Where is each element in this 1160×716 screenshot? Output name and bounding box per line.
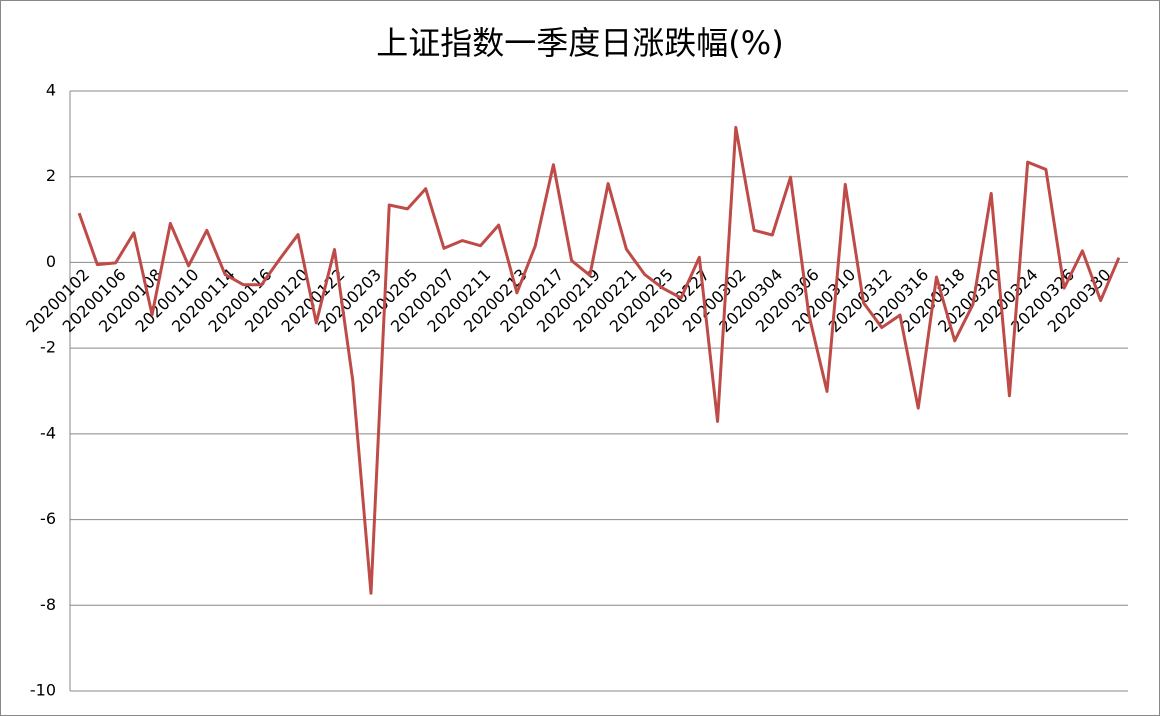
y-tick-label: 0	[46, 252, 56, 271]
y-tick-label: 4	[46, 81, 56, 100]
chart-title: 上证指数一季度日涨跌幅(%)	[376, 24, 783, 62]
y-tick-label: -4	[40, 423, 56, 442]
y-tick-label: -10	[30, 681, 56, 700]
y-tick-label: -6	[40, 509, 56, 528]
line-series	[77, 125, 1121, 595]
y-tick-label: 2	[46, 166, 56, 185]
y-tick-label: -8	[40, 595, 56, 614]
y-tick-label: -2	[40, 338, 56, 357]
